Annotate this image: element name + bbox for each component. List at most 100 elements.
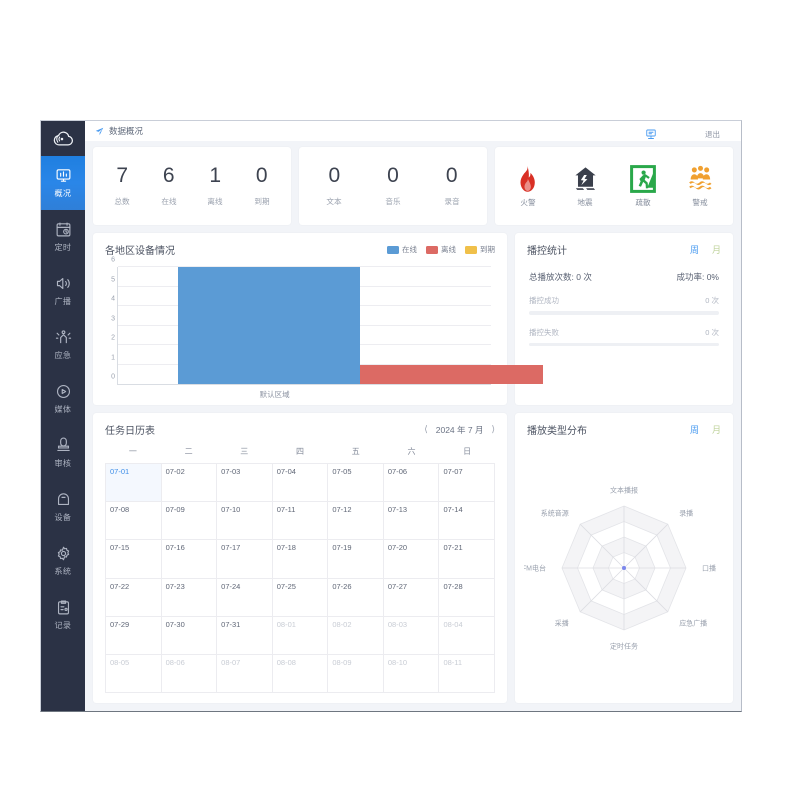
stat-expired: 0 到期: [239, 165, 286, 207]
calendar-day-cell[interactable]: 07-23: [161, 578, 218, 617]
topbar: 数据概况: [85, 121, 741, 141]
calendar-day-cell[interactable]: 07-02: [161, 464, 218, 503]
sidebar-item-media[interactable]: 媒体: [41, 372, 85, 426]
sidebar-item-emergency[interactable]: 应急: [41, 318, 85, 372]
calendar-day-cell[interactable]: 07-05: [328, 464, 384, 503]
logout-button[interactable]: 退出: [705, 129, 720, 139]
calendar-day-cell[interactable]: 08-10: [383, 654, 440, 694]
calendar-day-cell[interactable]: 07-17: [217, 540, 273, 579]
calendar-day-cell[interactable]: 08-06: [161, 654, 218, 694]
legend-item[interactable]: 到期: [465, 244, 495, 255]
calendar-week-row: 07-08 07-09 07-10 07-11 07-12 07-13 07-14: [106, 502, 496, 541]
calendar-day-cell[interactable]: 08-11: [439, 654, 496, 694]
charts-row: 各地区设备情况 在线 离线: [93, 233, 733, 405]
projector-icon[interactable]: [645, 128, 657, 140]
alarm-earthquake-button[interactable]: 地震: [557, 165, 615, 208]
calendar-day-cell[interactable]: 08-09: [328, 654, 384, 694]
calendar-day-cell[interactable]: 07-24: [217, 578, 273, 617]
progress-track: [529, 342, 719, 346]
calendar-day-cell[interactable]: 08-07: [217, 654, 273, 694]
sidebar-item-audit[interactable]: 审核: [41, 426, 85, 480]
legend-swatch-expired: [465, 245, 477, 254]
toggle-month[interactable]: 月: [711, 425, 721, 435]
chevron-left-icon[interactable]: ⟨: [424, 424, 428, 434]
calendar-day-cell[interactable]: 07-28: [439, 578, 496, 617]
toggle-week[interactable]: 周: [689, 425, 699, 435]
y-axis-tick: 3: [111, 315, 115, 322]
alarm-fire-button[interactable]: 火警: [499, 165, 557, 208]
calendar-day-cell[interactable]: 07-12: [328, 502, 384, 541]
calendar-day-cell[interactable]: 07-03: [217, 464, 273, 503]
device-chart-header: 各地区设备情况 在线 离线: [93, 233, 507, 259]
calendar-day-cell[interactable]: 07-11: [272, 502, 329, 541]
calendar-day-cell[interactable]: 07-04: [272, 464, 329, 503]
sidebar-item-label: 审核: [54, 458, 72, 468]
toggle-month[interactable]: 月: [711, 245, 721, 255]
sidebar: 概况 定时 广播: [41, 121, 85, 711]
calendar-day-cell[interactable]: 07-15: [106, 540, 162, 579]
alarm-alert-button[interactable]: 警戒: [672, 165, 730, 208]
radar-card: 播放类型分布 周 月 文本播报 录播 口播 应急广播 定时任务 采播 FM电台 系统音源: [515, 413, 733, 703]
calendar-day-cell[interactable]: 07-22: [106, 578, 162, 617]
calendar-day-cell[interactable]: 07-01: [106, 464, 162, 503]
calendar-day-cell[interactable]: 07-13: [383, 502, 440, 541]
calendar-day-cell[interactable]: 07-06: [383, 464, 440, 503]
calendar-weekday: 二: [184, 447, 193, 456]
sidebar-item-device[interactable]: 设备: [41, 480, 85, 534]
x-axis-label: 默认区域: [259, 390, 290, 399]
stat-total: 7 总数: [99, 165, 146, 207]
calendar-day-cell[interactable]: 07-07: [439, 464, 496, 503]
radar-data-point[interactable]: [622, 566, 626, 570]
y-axis-tick: 4: [111, 295, 115, 303]
stat-label: 音乐: [385, 197, 401, 206]
progress-track: [529, 311, 719, 315]
bar-离线[interactable]: [360, 364, 544, 384]
calendar-day-cell[interactable]: 07-10: [217, 502, 273, 541]
stat-value: 0: [445, 164, 458, 187]
sidebar-item-broadcast[interactable]: 广播: [41, 264, 85, 318]
gear-icon: [55, 545, 72, 562]
calendar-day-cell[interactable]: 07-19: [328, 540, 384, 579]
sidebar-item-overview[interactable]: 概况: [41, 156, 85, 210]
calendar-day-cell[interactable]: 08-03: [383, 616, 440, 655]
y-axis-tick: 6: [111, 256, 115, 264]
calendar-day-cell[interactable]: 08-04: [439, 616, 496, 655]
stat-text: 0 文本: [305, 165, 364, 207]
calendar-day-cell[interactable]: 07-21: [439, 540, 496, 579]
play-success-block: 播控成功 0 次: [515, 283, 733, 315]
calendar-weekday: 三: [240, 447, 249, 456]
stat-label: 总数: [114, 197, 130, 206]
bar-chart: 0 1 2 3 4 5 6 默认区域: [101, 257, 544, 405]
legend-item[interactable]: 离线: [426, 244, 456, 255]
calendar-day-cell[interactable]: 07-18: [272, 540, 329, 579]
alarm-evacuation-button[interactable]: 疏散: [614, 164, 672, 208]
legend-item[interactable]: 在线: [387, 244, 417, 255]
calendar-day-cell[interactable]: 07-20: [383, 540, 440, 579]
calendar-day-cell[interactable]: 07-27: [383, 578, 440, 617]
calendar-day-cell[interactable]: 07-16: [161, 540, 218, 579]
legend-label: 离线: [441, 245, 456, 254]
calendar-day-cell[interactable]: 07-14: [439, 502, 496, 541]
calendar-day-cell[interactable]: 08-01: [272, 616, 329, 655]
calendar-day-cell[interactable]: 07-29: [106, 616, 162, 655]
bar-在线[interactable]: [177, 267, 361, 384]
radar-chart: 文本播报 录播 口播 应急广播 定时任务 采播 FM电台 系统音源: [515, 439, 733, 703]
chevron-right-icon[interactable]: ⟩: [491, 424, 495, 434]
sidebar-item-record[interactable]: 记录: [41, 588, 85, 642]
header-actions: 退出: [645, 128, 720, 140]
calendar-day-cell[interactable]: 07-09: [161, 502, 218, 541]
calendar-day-cell[interactable]: 07-30: [161, 616, 218, 655]
calendar-day-cell[interactable]: 08-08: [272, 654, 329, 694]
calendar-day-cell[interactable]: 08-02: [328, 616, 384, 655]
calendar-day-cell[interactable]: 07-31: [217, 616, 273, 655]
total-plays-label: 总播放次数: 0 次: [529, 272, 592, 282]
calendar-day-cell[interactable]: 07-26: [328, 578, 384, 617]
toggle-week[interactable]: 周: [689, 245, 699, 255]
sidebar-item-schedule[interactable]: 定时: [41, 210, 85, 264]
legend-label: 到期: [480, 245, 495, 254]
calendar-day-cell[interactable]: 07-08: [106, 502, 162, 541]
calendar-day-cell[interactable]: 08-05: [106, 654, 162, 694]
sidebar-item-system[interactable]: 系统: [41, 534, 85, 588]
calendar-day-cell[interactable]: 07-25: [272, 578, 329, 617]
